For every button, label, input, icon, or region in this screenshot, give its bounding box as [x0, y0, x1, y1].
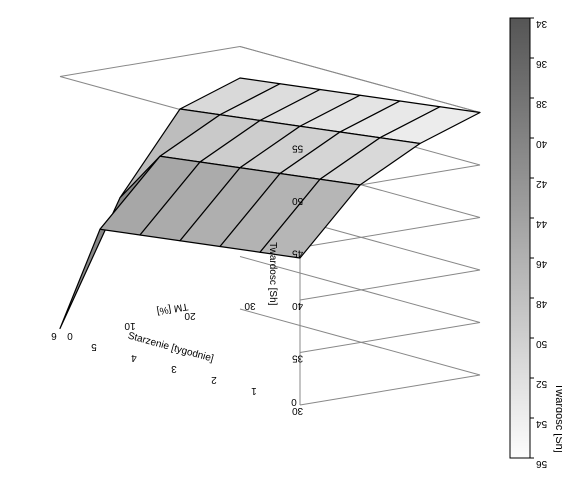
z-tick-label: 45 — [292, 248, 304, 259]
x-tick-label: 1 — [251, 385, 257, 396]
colorbar-rect — [510, 18, 530, 458]
colorbar-tick-label: 40 — [536, 138, 548, 149]
colorbar-tick-label: 34 — [536, 18, 548, 29]
colorbar-tick-label: 44 — [536, 218, 548, 229]
surface-chart: 303540455055Twardosc [Sh]0123456Starzeni… — [0, 0, 562, 501]
z-tick-label: 40 — [292, 300, 304, 311]
x-tick-label: 4 — [131, 352, 137, 363]
z-tick-label: 55 — [292, 143, 304, 154]
x-tick-label: 6 — [51, 330, 57, 341]
colorbar-title: Twardosc [Sh] — [553, 383, 562, 453]
colorbar-tick-label: 48 — [536, 298, 548, 309]
x-tick-label: 0 — [291, 396, 297, 407]
colorbar: 34 36 38 40 42 44 46 48 50 52 54 56 Twardosc [Sh] — [510, 18, 562, 469]
y-tick-label: 0 — [67, 330, 73, 341]
y-tick-label: 30 — [244, 300, 256, 311]
colorbar-tick-label: 56 — [536, 458, 548, 469]
z-tick-label: 35 — [292, 353, 304, 364]
colorbar-tick-label: 50 — [536, 338, 548, 349]
x-tick-label: 5 — [91, 341, 97, 352]
z-tick-label: 50 — [292, 195, 304, 206]
x-tick-label: 3 — [171, 363, 177, 374]
colorbar-tick-label: 38 — [536, 98, 548, 109]
y-axis-title: TM [%] — [156, 300, 189, 316]
colorbar-tick-label: 54 — [536, 418, 548, 429]
colorbar-tick-label: 52 — [536, 378, 548, 389]
z-axis-title: Twardosc [Sh] — [267, 242, 278, 306]
colorbar-tick-label: 42 — [536, 178, 548, 189]
colorbar-tick-label: 46 — [536, 258, 548, 269]
y-tick-label: 10 — [124, 320, 136, 331]
x-tick-label: 2 — [211, 374, 217, 385]
x-axis-title: Starzenie [tygodnie] — [127, 331, 215, 365]
colorbar-tick-label: 36 — [536, 58, 548, 69]
